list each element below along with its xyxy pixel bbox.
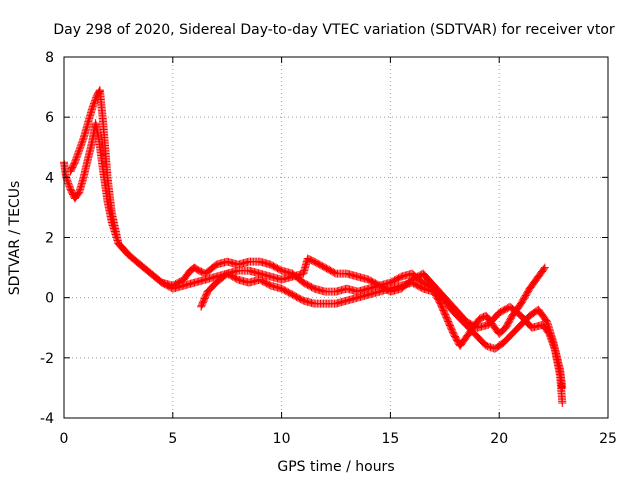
data-point [540, 263, 549, 272]
data-point [558, 383, 567, 392]
chart-title: Day 298 of 2020, Sidereal Day-to-day VTE… [53, 22, 615, 38]
y-tick-label: 4 [45, 170, 54, 186]
x-tick-label: 0 [60, 431, 69, 447]
series-3 [197, 254, 567, 392]
y-tick-label: -4 [40, 411, 54, 427]
y-tick-label: 2 [45, 231, 54, 247]
y-tick-label: 6 [45, 110, 54, 126]
data-point [558, 398, 567, 407]
series-1 [60, 119, 549, 350]
x-tick-label: 15 [381, 431, 399, 447]
y-tick-label: 0 [45, 291, 54, 307]
y-axis-label: SDTVAR / TECUs [7, 181, 23, 296]
x-tick-label: 5 [168, 431, 177, 447]
y-tick-label: 8 [45, 50, 54, 66]
series-2 [66, 86, 567, 407]
data-point [539, 264, 548, 273]
x-axis-label: GPS time / hours [277, 459, 394, 475]
axes: 0 5 10 15 20 25 -4 -2 0 2 4 6 8 [40, 50, 617, 447]
x-tick-label: 25 [599, 431, 617, 447]
y-tick-label: -2 [40, 351, 54, 367]
x-tick-label: 20 [490, 431, 508, 447]
x-tick-label: 10 [273, 431, 291, 447]
grid [64, 57, 608, 418]
data-points [60, 86, 567, 407]
